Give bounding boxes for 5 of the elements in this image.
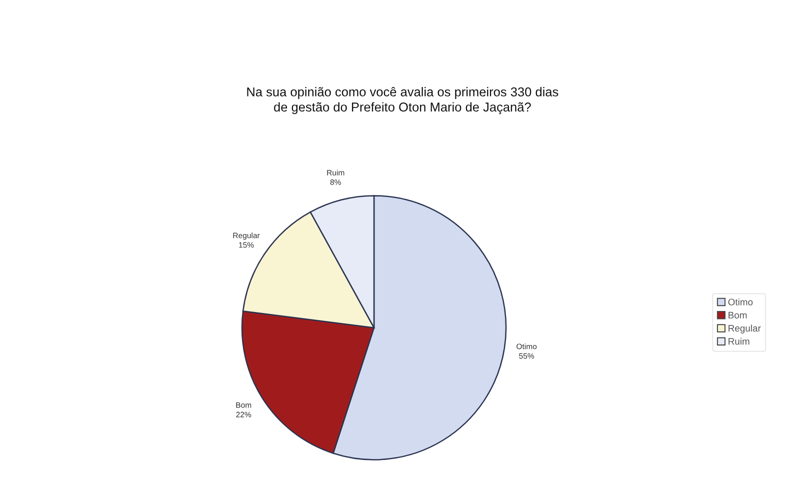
legend-label: Ruim bbox=[728, 338, 750, 345]
legend-label: Regular bbox=[728, 324, 761, 334]
chart-title: Na sua opinião como você avalia os primeiros 330 dias de gestão do Prefeito Oton Mario de Jaçanã? bbox=[247, 87, 558, 114]
legend-label: Otimo bbox=[728, 298, 753, 306]
legend-label: Bom bbox=[728, 312, 747, 319]
